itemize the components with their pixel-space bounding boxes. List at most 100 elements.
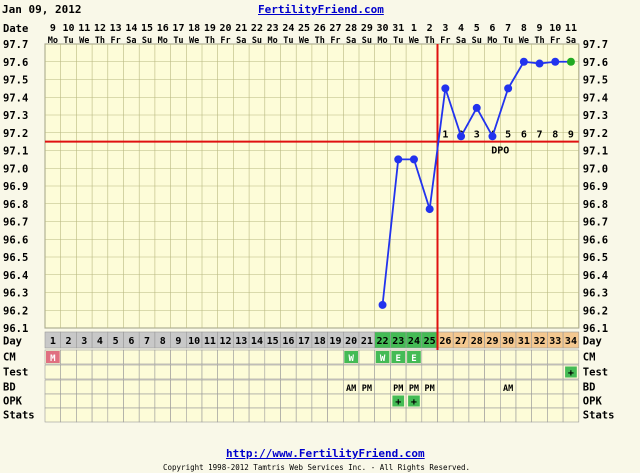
cycle-day: 17 — [298, 336, 310, 347]
temp-point — [425, 205, 434, 214]
y-tick-left: 96.2 — [3, 305, 28, 317]
weekday: Th — [205, 36, 215, 46]
cell-stats — [421, 407, 438, 423]
cycle-day: 2 — [66, 336, 72, 347]
chart-date: Jan 09, 2012 — [2, 3, 82, 16]
y-tick-right: 96.3 — [583, 288, 608, 300]
row-label-opk: OPK — [3, 396, 23, 408]
weekday: Th — [315, 36, 325, 46]
cell-test — [374, 364, 391, 380]
cell-opk — [60, 393, 77, 409]
cm-value: E — [411, 354, 416, 364]
cell-stats — [44, 407, 61, 423]
cell-stats — [515, 407, 532, 423]
y-tick-right: 96.8 — [583, 199, 608, 211]
cell-test — [358, 364, 375, 380]
cell-cm — [76, 349, 93, 365]
cell-test — [107, 364, 124, 380]
row-label-stats: Stats — [3, 410, 35, 422]
cell-stats — [217, 407, 234, 423]
cycle-day: 34 — [565, 336, 577, 347]
weekday: Fr — [550, 36, 560, 46]
cell-cm — [138, 349, 156, 365]
weekday: Fr — [330, 36, 340, 46]
cell-opk — [484, 393, 501, 409]
date-number: 14 — [125, 23, 137, 34]
cell-test — [264, 364, 281, 380]
weekday: Su — [472, 36, 482, 46]
cell-bd — [374, 379, 391, 395]
cell-bd — [217, 379, 234, 395]
cycle-day: 25 — [424, 336, 436, 347]
weekday: Fr — [111, 36, 121, 46]
date-number: 30 — [377, 23, 389, 34]
weekday: Sa — [346, 36, 356, 46]
temp-point — [566, 57, 575, 66]
y-tick-right: 97.6 — [583, 57, 608, 69]
cell-test — [342, 364, 360, 380]
cell-stats — [405, 407, 423, 423]
temp-point — [378, 300, 387, 309]
cell-stats — [562, 407, 580, 423]
cell-test — [484, 364, 501, 380]
date-number: 13 — [110, 23, 122, 34]
cell-cm — [233, 349, 250, 365]
temp-point — [472, 103, 481, 112]
cell-stats — [91, 407, 109, 423]
cell-cm — [358, 349, 375, 365]
y-tick-right: 96.5 — [583, 252, 608, 264]
cell-test — [311, 364, 328, 380]
dpo-text: DPO — [491, 146, 509, 157]
weekday: Mo — [487, 36, 497, 46]
weekday: Sa — [126, 36, 136, 46]
cell-stats — [437, 407, 454, 423]
y-tick-left: 97.2 — [3, 128, 28, 140]
date-number: 22 — [251, 23, 263, 34]
cell-bd — [201, 379, 218, 395]
cell-stats — [138, 407, 156, 423]
cell-test — [201, 364, 218, 380]
cell-cm — [107, 349, 124, 365]
date-number: 26 — [314, 23, 326, 34]
opk-cell — [408, 395, 420, 407]
y-tick-right: 97.0 — [583, 163, 608, 175]
cell-cm — [327, 349, 344, 365]
temp-point — [488, 132, 497, 141]
cell-bd — [170, 379, 187, 395]
cycle-day: 26 — [439, 336, 451, 347]
dpo-label: 3 — [474, 130, 480, 141]
cycle-day: 19 — [329, 336, 341, 347]
cell-stats — [186, 407, 203, 423]
site-link[interactable]: FertilityFriend.com — [258, 3, 384, 16]
row-label-cm: CM — [3, 352, 16, 364]
cell-stats — [123, 407, 140, 423]
date-row-label: Date — [3, 23, 28, 35]
cell-opk — [170, 393, 187, 409]
weekday: Tu — [503, 36, 513, 46]
weekday: Sa — [236, 36, 246, 46]
dpo-label: 7 — [537, 130, 543, 141]
cell-stats — [499, 407, 517, 423]
bd-value: PM — [362, 384, 372, 394]
cell-test — [233, 364, 250, 380]
y-tick-left: 97.4 — [3, 92, 28, 104]
cell-bd — [295, 379, 313, 395]
date-number: 5 — [474, 23, 480, 34]
date-number: 10 — [549, 23, 561, 34]
cm-cell — [391, 351, 406, 363]
footer-url[interactable]: http://www.FertilityFriend.com — [226, 447, 425, 460]
temp-point — [519, 57, 528, 66]
weekday: Tu — [283, 36, 293, 46]
cell-cm — [515, 349, 532, 365]
cell-test — [217, 364, 234, 380]
cell-test — [295, 364, 313, 380]
cell-opk — [437, 393, 454, 409]
cell-cm — [499, 349, 517, 365]
cell-cm — [421, 349, 438, 365]
weekday: Su — [252, 36, 262, 46]
y-tick-right: 97.2 — [583, 128, 608, 140]
cell-cm — [311, 349, 328, 365]
date-number: 1 — [411, 23, 417, 34]
cell-bd — [76, 379, 93, 395]
date-number: 15 — [141, 23, 153, 34]
